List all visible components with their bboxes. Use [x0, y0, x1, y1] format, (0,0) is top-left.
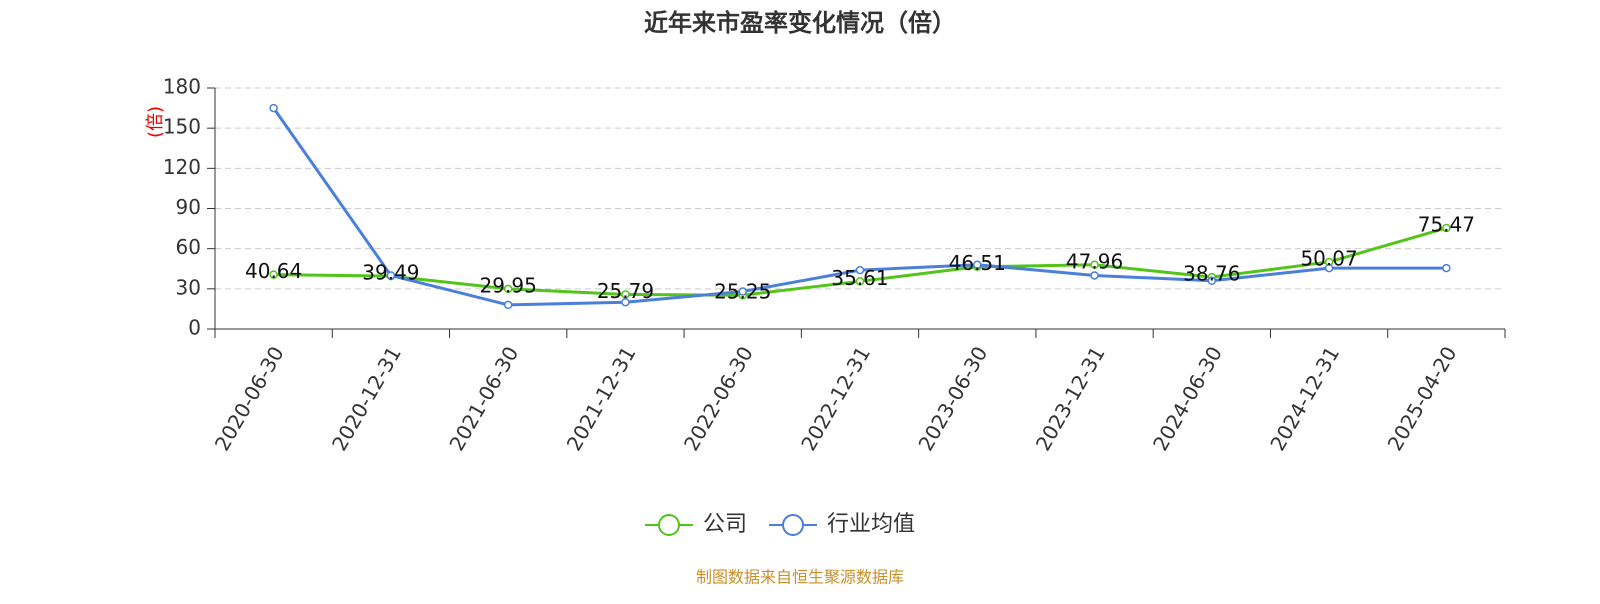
- data-point: [503, 284, 513, 294]
- y-tick-label: 90: [176, 195, 201, 219]
- data-point: [386, 271, 396, 280]
- x-tick-label: 2020-12-31: [327, 342, 406, 455]
- data-point: [1324, 263, 1334, 273]
- data-point: [269, 270, 278, 279]
- legend-item: 公司: [645, 512, 747, 537]
- data-label: 25.25: [714, 280, 771, 304]
- data-label: 50.07: [1300, 246, 1357, 270]
- x-tick-label: 2025-04-20: [1383, 342, 1462, 455]
- y-tick-label: 120: [163, 155, 201, 179]
- data-point: [1090, 271, 1099, 280]
- x-tick-label: 2021-06-30: [444, 342, 523, 455]
- data-point: [621, 297, 630, 307]
- source-note: 制图数据来自恒生聚源数据库: [696, 568, 904, 587]
- data-point: [269, 103, 278, 113]
- data-point: [855, 277, 865, 286]
- data-point: [1442, 223, 1451, 233]
- data-point: [503, 300, 513, 310]
- y-axis-label: (倍): [145, 106, 166, 138]
- x-tick-label: 2024-06-30: [1148, 342, 1227, 455]
- data-label: 47.96: [1066, 249, 1123, 273]
- data-label: 46.51: [949, 251, 1006, 275]
- x-tick-label: 2023-06-30: [913, 342, 992, 455]
- x-tick-label: 2022-12-31: [796, 342, 875, 455]
- x-tick-label: 2020-06-30: [210, 342, 289, 455]
- y-tick-label: 60: [176, 235, 201, 259]
- y-tick-label: 150: [163, 115, 201, 139]
- data-point: [1090, 260, 1099, 270]
- data-label: 29.95: [480, 273, 537, 297]
- data-label: 38.76: [1183, 262, 1240, 286]
- data-point: [738, 287, 747, 296]
- x-tick-label: 2023-12-31: [1031, 342, 1110, 455]
- data-label: 40.64: [245, 259, 302, 283]
- legend-label: 行业均值: [827, 512, 915, 537]
- data-point: [855, 265, 865, 275]
- data-label: 25.79: [597, 279, 654, 303]
- legend-label: 公司: [703, 512, 747, 537]
- data-point: [1442, 263, 1451, 273]
- legend-marker: [658, 514, 680, 536]
- x-tick-label: 2022-06-30: [679, 342, 758, 455]
- x-tick-label: 2021-12-31: [562, 342, 641, 455]
- y-tick-label: 180: [163, 75, 201, 99]
- data-point: [973, 260, 982, 269]
- data-label: 35.61: [831, 266, 888, 290]
- x-tick-label: 2024-12-31: [1265, 342, 1344, 455]
- data-point: [621, 290, 630, 299]
- data-point: [1207, 276, 1217, 286]
- y-tick-label: 0: [188, 316, 201, 340]
- y-tick-label: 30: [176, 275, 201, 299]
- legend-item: 行业均值: [769, 512, 915, 537]
- data-label: 39.49: [362, 261, 419, 285]
- legend-marker: [782, 514, 805, 536]
- data-label: 75.47: [1418, 212, 1475, 236]
- chart-title: 近年来市盈率变化情况（倍）: [644, 9, 956, 37]
